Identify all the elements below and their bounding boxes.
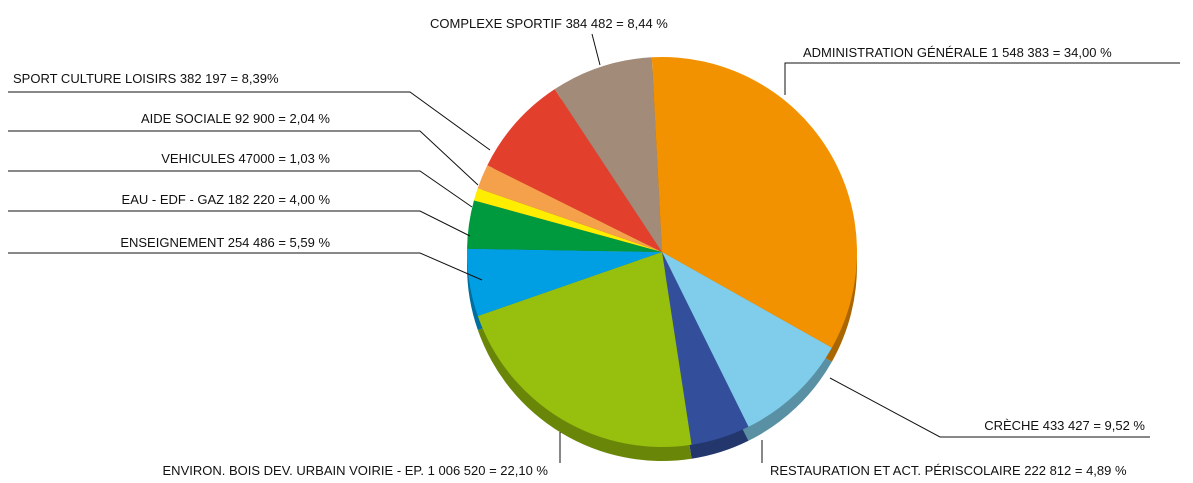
slice <box>662 252 749 445</box>
slice-label: CRÈCHE 433 427 = 9,52 % <box>984 418 1145 433</box>
slice-label: ENSEIGNEMENT 254 486 = 5,59 % <box>120 235 330 250</box>
leader-line <box>8 91 491 151</box>
leader-line <box>8 210 471 237</box>
leader-line <box>591 33 601 66</box>
slice <box>467 200 662 252</box>
slice-label: ENVIRON. BOIS DEV. URBAIN VOIRIE - EP. 1… <box>163 463 549 478</box>
leader-line <box>784 62 1180 95</box>
leader-line <box>8 170 473 208</box>
slice <box>554 57 662 252</box>
slice <box>477 165 662 252</box>
slice <box>477 252 692 447</box>
slice <box>473 188 662 252</box>
slice-label: ADMINISTRATION GÉNÉRALE 1 548 383 = 34,0… <box>803 45 1112 60</box>
slice <box>467 248 662 317</box>
slice-label: RESTAURATION ET ACT. PÉRISCOLAIRE 222 81… <box>770 463 1127 478</box>
slice-label: AIDE SOCIALE 92 900 = 2,04 % <box>141 111 330 126</box>
slice <box>651 56 858 348</box>
leader-line <box>8 130 479 186</box>
leader-line <box>829 377 1150 438</box>
slice-label: SPORT CULTURE LOISIRS 382 197 = 8,39% <box>13 71 279 86</box>
slice <box>487 89 662 252</box>
slice-label: VEHICULES 47000 = 1,03 % <box>161 151 330 166</box>
slice <box>662 252 832 427</box>
leader-line <box>8 252 483 281</box>
slice-label: EAU - EDF - GAZ 182 220 = 4,00 % <box>122 192 331 207</box>
slice-label: COMPLEXE SPORTIF 384 482 = 8,44 % <box>430 16 668 31</box>
